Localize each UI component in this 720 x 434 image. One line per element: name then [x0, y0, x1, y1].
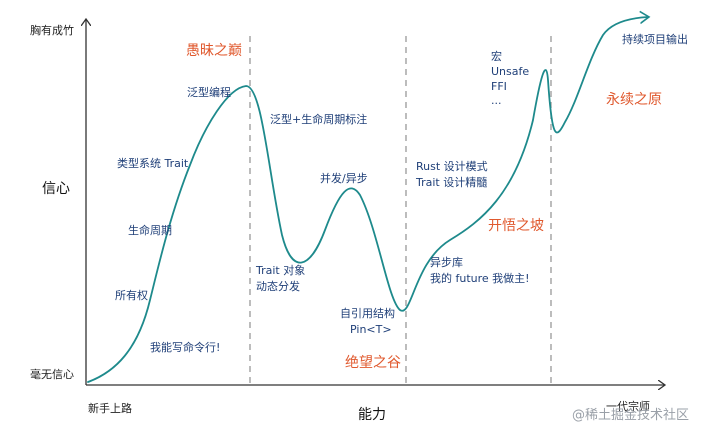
zone-peak: 愚昧之巅 — [186, 43, 242, 59]
stage-more: ... — [491, 94, 502, 107]
stage-trait-object: Trait 对象 — [256, 264, 306, 277]
stage-lifetime: 生命周期 — [128, 224, 172, 237]
x-axis-start-label: 新手上路 — [88, 402, 132, 415]
stage-design-patterns: Rust 设计模式 — [416, 160, 488, 173]
y-axis-title: 信心 — [42, 181, 70, 197]
stage-generics-lifetime: 泛型+生命周期标注 — [270, 113, 368, 126]
x-axis-end-label: 一代宗师 — [606, 400, 650, 413]
zone-valley: 绝望之谷 — [345, 355, 401, 371]
stage-generics: 泛型编程 — [187, 86, 231, 99]
x-axis-title: 能力 — [358, 407, 386, 423]
confidence-curve — [87, 17, 648, 383]
stage-self-ref: 自引用结构 — [340, 307, 395, 320]
zone-slope: 开悟之坡 — [488, 218, 544, 234]
stage-unsafe: Unsafe — [491, 65, 530, 78]
y-axis-top-label: 胸有成竹 — [30, 24, 74, 37]
stage-async-lib: 异步库 — [430, 256, 463, 269]
stage-ffi: FFI — [491, 80, 507, 93]
stage-own-future: 我的 future 我做主! — [430, 272, 530, 285]
stage-dynamic-dispatch: 动态分发 — [256, 280, 300, 293]
stage-cli: 我能写命令行! — [150, 341, 221, 354]
stage-type-system: 类型系统 Trait — [117, 157, 189, 170]
stage-concurrency: 并发/异步 — [320, 172, 368, 185]
stage-output: 持续项目输出 — [622, 33, 688, 46]
stage-ownership: 所有权 — [115, 289, 148, 302]
stage-pin: Pin<T> — [350, 323, 392, 336]
stage-macro: 宏 — [491, 50, 502, 63]
watermark: @稀土掘金技术社区 — [572, 408, 690, 423]
y-axis-bottom-label: 毫无信心 — [30, 368, 74, 381]
zone-plateau: 永续之原 — [606, 92, 662, 108]
stage-trait-design: Trait 设计精髓 — [416, 176, 488, 189]
